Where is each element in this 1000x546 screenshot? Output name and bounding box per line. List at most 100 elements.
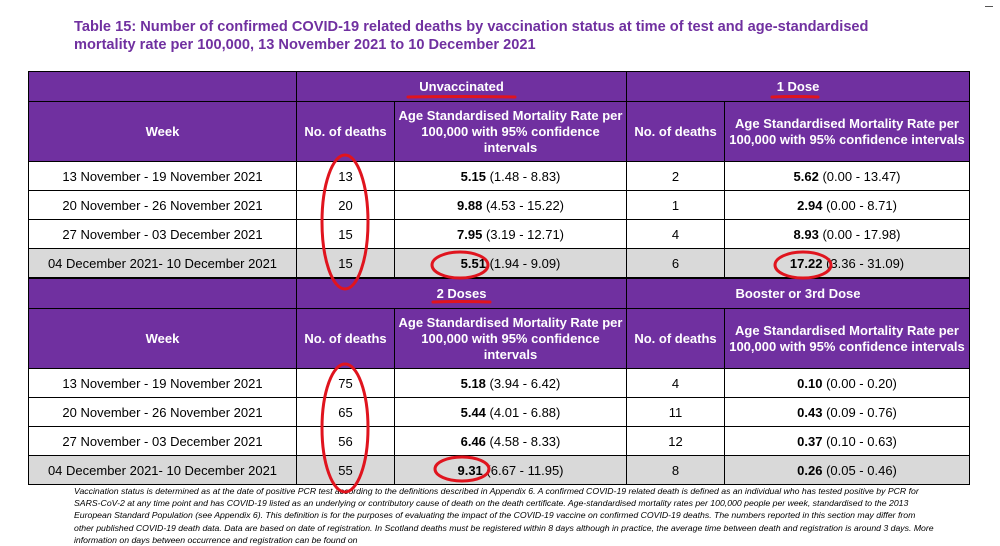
deaths-cell: 13 — [296, 161, 395, 191]
confidence-interval: (3.19 - 12.71) — [485, 226, 564, 242]
rate-value: 5.44 — [460, 404, 486, 420]
rate-value: 5.62 — [793, 168, 819, 184]
col-header-rate: Age Standardised Mortality Rate per 100,… — [724, 101, 971, 162]
deaths-cell: 65 — [296, 397, 395, 427]
rate-cell: 7.95 (3.19 - 12.71) — [393, 219, 628, 249]
footnote: Vaccination status is determined as at t… — [74, 486, 934, 545]
table-row: 04 December 2021- 10 December 2021 55 9.31… — [28, 455, 971, 485]
deaths-cell: 1 — [626, 190, 726, 220]
confidence-interval: (3.94 - 6.42) — [489, 375, 561, 391]
deaths-cell: 4 — [626, 219, 726, 249]
week-cell: 04 December 2021- 10 December 2021 — [28, 248, 297, 278]
rate-value: 0.26 — [797, 462, 823, 478]
deaths-cell: 56 — [296, 426, 395, 456]
rate-cell: 9.88 (4.53 - 15.22) — [393, 190, 628, 220]
table-row: 20 November - 26 November 2021 65 5.44 (4.… — [28, 397, 971, 427]
rate-cell: 5.62 (0.00 - 13.47) — [724, 161, 971, 191]
col-header-deaths: No. of deaths — [626, 308, 725, 369]
rate-value: 5.18 — [460, 375, 486, 391]
rate-cell: 0.37 (0.10 - 0.63) — [723, 426, 971, 456]
deaths-cell: 15 — [296, 219, 395, 249]
rate-value: 9.88 — [457, 197, 483, 213]
group-header-booster: Booster or 3rd Dose — [625, 278, 971, 309]
week-cell: 27 November - 03 December 2021 — [28, 426, 297, 456]
week-cell: 13 November - 19 November 2021 — [28, 161, 297, 191]
confidence-interval: (4.58 - 8.33) — [489, 433, 561, 449]
confidence-interval: (1.48 - 8.83) — [489, 168, 561, 184]
confidence-interval: (1.94 - 9.09) — [489, 255, 561, 271]
rate-value: 0.43 — [797, 404, 823, 420]
week-cell: 13 November - 19 November 2021 — [28, 368, 297, 398]
deaths-cell: 4 — [626, 368, 725, 398]
rate-value: 0.10 — [797, 375, 823, 391]
rate-cell: 8.93 (0.00 - 17.98) — [724, 219, 971, 249]
confidence-interval: (0.05 - 0.46) — [826, 462, 897, 478]
group-blank — [28, 71, 297, 102]
rate-value: 9.31 — [457, 462, 483, 478]
table-row: 04 December 2021- 10 December 2021 15 5.51… — [28, 248, 971, 278]
deaths-cell: 20 — [296, 190, 395, 220]
deaths-cell: 75 — [296, 368, 395, 398]
confidence-interval: (4.53 - 15.22) — [485, 197, 564, 213]
table-row: 20 November - 26 November 2021 20 9.88 (4.… — [28, 190, 971, 220]
week-cell: 20 November - 26 November 2021 — [28, 190, 297, 220]
rate-value: 0.37 — [797, 433, 823, 449]
rate-cell: 2.94 (0.00 - 8.71) — [724, 190, 971, 220]
table-2-doses-booster: 2 Doses Booster or 3rd Dose Week No. of … — [28, 278, 971, 485]
group-header-1-dose: 1 Dose — [626, 71, 971, 102]
rate-cell: 5.18 (3.94 - 6.42) — [394, 368, 627, 398]
deaths-cell: 6 — [626, 248, 726, 278]
table-unvaccinated-1-dose: Unvaccinated 1 Dose Week No. of deaths A… — [28, 71, 971, 278]
col-header-deaths: No. of deaths — [296, 308, 395, 369]
confidence-interval: (4.01 - 6.88) — [489, 404, 561, 420]
rate-value: 6.46 — [460, 433, 486, 449]
rate-cell: 6.46 (4.58 - 8.33) — [394, 426, 627, 456]
confidence-interval: (0.09 - 0.76) — [826, 404, 897, 420]
table-row: 27 November - 03 December 2021 15 7.95 (3.… — [28, 219, 971, 249]
rate-cell: 5.15 (1.48 - 8.83) — [393, 161, 628, 191]
group-header-2-doses: 2 Doses — [296, 278, 627, 309]
rate-value: 5.51 — [460, 255, 486, 271]
rate-cell: 9.31 (6.67 - 11.95) — [394, 455, 627, 485]
rate-value: 17.22 — [789, 255, 823, 271]
rate-cell: 17.22 (3.36 - 31.09) — [724, 248, 971, 278]
table-title: Table 15: Number of confirmed COVID-19 r… — [74, 19, 869, 53]
corner-mark — [985, 6, 993, 7]
deaths-cell: 2 — [626, 161, 726, 191]
deaths-cell: 12 — [626, 426, 725, 456]
rate-value: 7.95 — [457, 226, 483, 242]
confidence-interval: (0.00 - 17.98) — [822, 226, 901, 242]
rate-cell: 0.10 (0.00 - 0.20) — [723, 368, 971, 398]
confidence-interval: (6.67 - 11.95) — [486, 462, 564, 478]
rate-cell: 0.26 (0.05 - 0.46) — [723, 455, 971, 485]
week-cell: 20 November - 26 November 2021 — [28, 397, 297, 427]
col-header-deaths: No. of deaths — [626, 101, 726, 162]
rate-value: 5.15 — [460, 168, 486, 184]
col-header-rate: Age Standardised Mortality Rate per 100,… — [394, 308, 627, 369]
col-header-deaths: No. of deaths — [296, 101, 395, 162]
week-cell: 27 November - 03 December 2021 — [28, 219, 297, 249]
rate-value: 8.93 — [793, 226, 819, 242]
table-row: 27 November - 03 December 2021 56 6.46 (4.… — [28, 426, 971, 456]
confidence-interval: (0.00 - 0.20) — [826, 375, 897, 391]
confidence-interval: (0.00 - 13.47) — [822, 168, 901, 184]
deaths-cell: 11 — [626, 397, 725, 427]
rate-cell: 5.44 (4.01 - 6.88) — [394, 397, 627, 427]
confidence-interval: (0.00 - 8.71) — [826, 197, 897, 213]
rate-cell: 5.51 (1.94 - 9.09) — [393, 248, 628, 278]
deaths-cell: 55 — [296, 455, 395, 485]
group-blank — [28, 278, 297, 309]
col-header-rate: Age Standardised Mortality Rate per 100,… — [393, 101, 628, 162]
confidence-interval: (3.36 - 31.09) — [826, 255, 905, 271]
rate-cell: 0.43 (0.09 - 0.76) — [723, 397, 971, 427]
table-row: 13 November - 19 November 2021 75 5.18 (3.… — [28, 368, 971, 398]
deaths-cell: 15 — [296, 248, 395, 278]
deaths-cell: 8 — [626, 455, 725, 485]
table-row: 13 November - 19 November 2021 13 5.15 (1.… — [28, 161, 971, 191]
col-header-week: Week — [28, 101, 297, 162]
confidence-interval: (0.10 - 0.63) — [826, 433, 897, 449]
rate-value: 2.94 — [797, 197, 823, 213]
col-header-rate: Age Standardised Mortality Rate per 100,… — [723, 308, 971, 369]
col-header-week: Week — [28, 308, 297, 369]
week-cell: 04 December 2021- 10 December 2021 — [28, 455, 297, 485]
